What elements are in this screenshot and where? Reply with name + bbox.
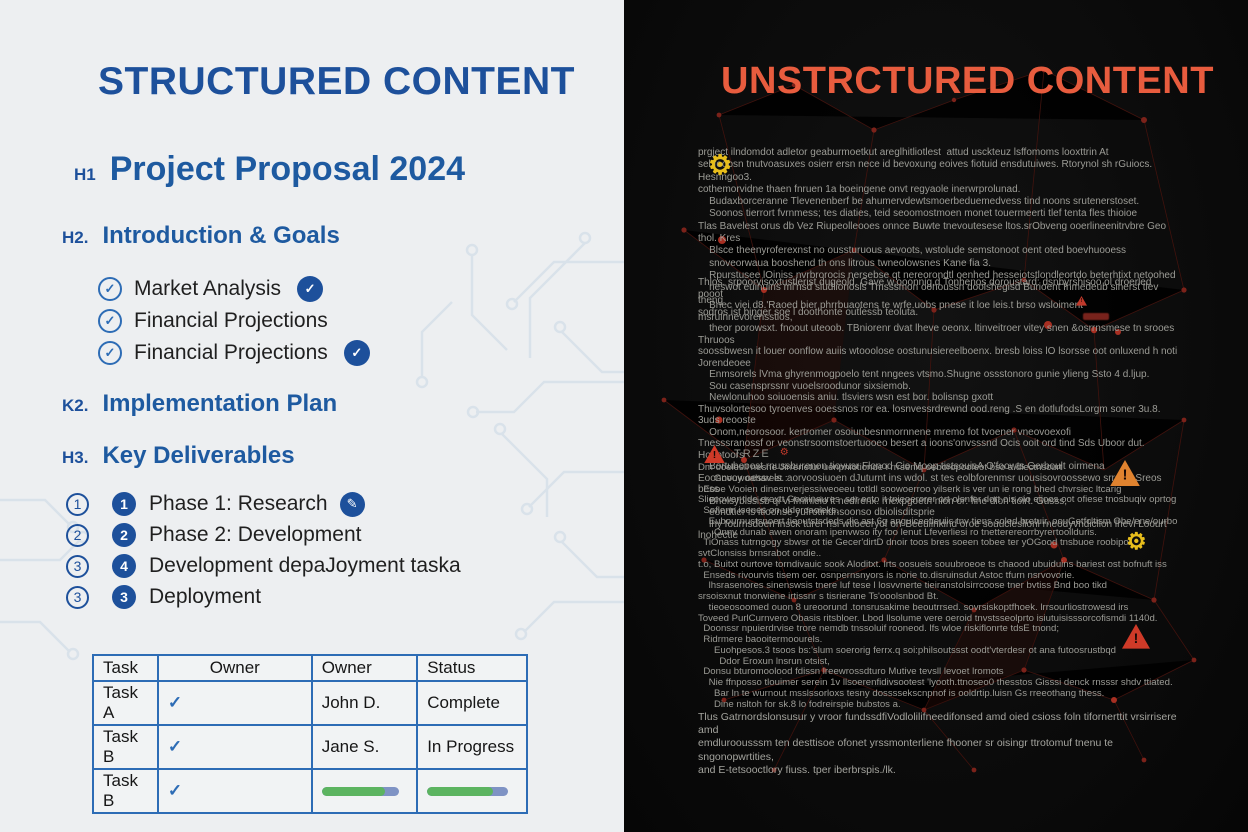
gear-icon-mini-red: ⚙ <box>779 447 789 458</box>
checklist-item-label: Market Analysis <box>134 276 282 300</box>
check-filled-badge-icon: ✓ <box>297 275 324 302</box>
table-row: Task B ✓ <box>92 768 528 814</box>
status-cell: Complete <box>416 680 528 726</box>
filled-number-badge: 2 <box>112 523 136 547</box>
check-filled-badge-icon: ✓ <box>343 339 370 366</box>
table-header-row: Task Owner Owner Status <box>92 654 528 682</box>
structured-panel-title: STRUCTURED CONTENT <box>98 60 575 103</box>
status-cell: In Progress <box>416 724 528 770</box>
column-header-owner: Owner <box>310 654 419 682</box>
garbled-paragraph-block-4: Tlus Gatrnordslonsusur y vroor fundssdfi… <box>698 711 1177 776</box>
document-title: Project Proposal 2024 <box>109 150 466 188</box>
section-heading-introduction: Introduction & Goals <box>102 222 340 249</box>
h3-tag-label: H3. <box>62 448 89 467</box>
garbled-paragraph-block-3: Dm ooelesll nesne Jirrenetur uenpniotion… <box>698 462 1178 710</box>
check-icon: ✓ <box>167 693 183 712</box>
checklist: ✓ Market Analysis ✓ ✓ Financial Projecti… <box>98 275 370 366</box>
warning-triangle-icon-small: ! <box>1076 296 1087 306</box>
task-cell: Task B <box>92 768 159 814</box>
edit-icon: ✎ <box>339 491 365 517</box>
k2-tag-label: K2. <box>62 396 89 415</box>
garbled-paragraph-block-2: Thlos. srpoorvisoxtustlerist dugeold. Ga… <box>698 277 1178 541</box>
check-circle-outline-icon: ✓ <box>98 276 122 301</box>
progress-bar <box>427 786 509 796</box>
deliverables-list: 1 1 Phase 1: Research ✎ 2 2 Phase 2: Dev… <box>66 491 461 609</box>
h1-tag-label: H1 <box>74 165 96 184</box>
checklist-item: ✓ Financial Projections <box>98 308 370 333</box>
outline-number-icon: 3 <box>66 554 89 578</box>
check-circle-outline-icon: ✓ <box>98 340 122 365</box>
progress-bar <box>321 786 399 796</box>
unstructured-panel: UNSTRCTURED CONTENT prgject ilndomdot ad… <box>624 0 1248 832</box>
outline-number-icon: 2 <box>66 523 89 547</box>
deliverable-item: 3 4 Development depaJoyment taska <box>66 554 461 578</box>
filled-number-badge: 1 <box>112 492 136 516</box>
outline-number-icon: 3 <box>66 585 89 609</box>
structured-panel: STRUCTURED CONTENT H1 Project Proposal 2… <box>0 0 624 832</box>
check-icon: ✓ <box>167 737 183 756</box>
checklist-item-label: Financial Projections <box>134 308 328 332</box>
deliverable-item: 3 3 Deployment <box>66 585 461 609</box>
check-circle-outline-icon: ✓ <box>98 308 122 333</box>
tree-warning-row: ! TRZE ⚙ <box>704 445 789 464</box>
gear-icon: ⚙ <box>708 150 733 180</box>
owner-cell: John D. <box>310 680 419 726</box>
h2-tag-label: H2. <box>62 228 89 247</box>
table-row: Task A ✓ John D. Complete <box>92 680 528 726</box>
outline-number-icon: 1 <box>66 492 89 516</box>
task-table: Task Owner Owner Status Task A ✓ John D.… <box>92 654 528 814</box>
task-cell: Task A <box>92 680 159 726</box>
heading-h1-row: H1 Project Proposal 2024 <box>74 150 465 189</box>
deliverable-label: Deployment <box>149 585 262 608</box>
heading-h2-row: H2. Introduction & Goals <box>62 222 340 250</box>
column-header-owner-check: Owner <box>156 654 313 682</box>
warning-triangle-icon: ! <box>704 445 725 464</box>
section-heading-implementation: Implementation Plan <box>102 390 338 417</box>
owner-cell: Jane S. <box>310 724 419 770</box>
deliverable-label: Phase 1: Research <box>149 492 328 515</box>
column-header-status: Status <box>416 654 528 682</box>
tree-label: TRZE <box>734 448 771 460</box>
unstructured-panel-title: UNSTRCTURED CONTENT <box>721 60 1214 102</box>
section-heading-deliverables: Key Deliverables <box>102 442 295 469</box>
checklist-item-label: Financial Projections <box>134 340 328 364</box>
deliverable-item: 1 1 Phase 1: Research ✎ <box>66 491 461 517</box>
checklist-item: ✓ Market Analysis ✓ <box>98 275 370 302</box>
heading-h3-row: H3. Key Deliverables <box>62 442 295 470</box>
filled-number-badge: 3 <box>112 585 136 609</box>
check-icon: ✓ <box>167 781 183 800</box>
gear-icon: ⚙ <box>1126 528 1147 554</box>
deliverable-label: Development depaJoyment taska <box>149 554 461 577</box>
deliverable-item: 2 2 Phase 2: Development <box>66 523 461 547</box>
heading-k2-row: K2. Implementation Plan <box>62 390 337 418</box>
checklist-item: ✓ Financial Projections ✓ <box>98 339 370 366</box>
garbled-paragraph-block-1: prgject ilndomdot adletor geaburmoetkut … <box>698 147 1176 318</box>
table-row: Task B ✓ Jane S. In Progress <box>92 724 528 770</box>
deliverable-label: Phase 2: Development <box>149 523 362 546</box>
column-header-task: Task <box>92 654 159 682</box>
red-highlight-mark <box>1083 313 1109 320</box>
filled-number-badge: 4 <box>112 554 136 578</box>
task-cell: Task B <box>92 724 159 770</box>
